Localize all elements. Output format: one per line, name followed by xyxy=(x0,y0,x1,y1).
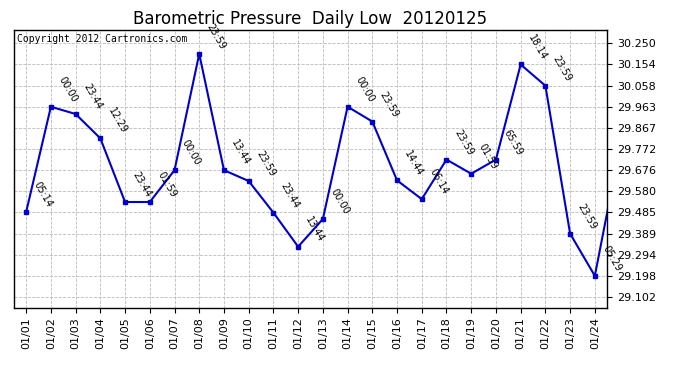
Text: 23:59: 23:59 xyxy=(452,128,475,157)
Text: 06:14: 06:14 xyxy=(427,167,450,196)
Title: Barometric Pressure  Daily Low  20120125: Barometric Pressure Daily Low 20120125 xyxy=(133,10,488,28)
Text: 00:00: 00:00 xyxy=(353,75,375,104)
Text: 12:29: 12:29 xyxy=(106,106,128,136)
Text: 23:59: 23:59 xyxy=(551,54,573,83)
Text: Copyright 2012 Cartronics.com: Copyright 2012 Cartronics.com xyxy=(17,34,187,44)
Text: 23:44: 23:44 xyxy=(81,82,104,111)
Text: 01:59: 01:59 xyxy=(155,170,178,199)
Text: 05:14: 05:14 xyxy=(32,180,55,209)
Text: 13:44: 13:44 xyxy=(230,138,252,167)
Text: 23:59: 23:59 xyxy=(254,149,277,178)
Text: 01:59: 01:59 xyxy=(477,142,500,171)
Text: 00:00: 00:00 xyxy=(180,138,203,167)
Text: 14:44: 14:44 xyxy=(402,148,425,178)
Text: 13:44: 13:44 xyxy=(304,215,326,244)
Text: 00:00: 00:00 xyxy=(328,187,351,216)
Text: 05:29: 05:29 xyxy=(600,244,623,273)
Text: 23:44: 23:44 xyxy=(130,170,153,199)
Text: 00:00: 00:00 xyxy=(0,374,1,375)
Text: 23:59: 23:59 xyxy=(575,202,598,231)
Text: 00:00: 00:00 xyxy=(57,75,79,104)
Text: 23:44: 23:44 xyxy=(279,181,302,210)
Text: 23:59: 23:59 xyxy=(205,22,228,51)
Text: 18:14: 18:14 xyxy=(526,33,549,62)
Text: 65:59: 65:59 xyxy=(502,128,524,157)
Text: 23:59: 23:59 xyxy=(378,90,400,119)
